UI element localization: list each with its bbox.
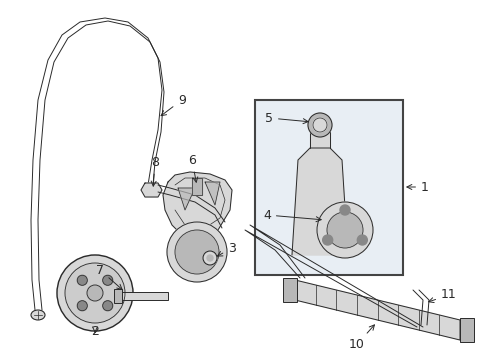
Circle shape	[316, 202, 372, 258]
Polygon shape	[163, 172, 231, 240]
Polygon shape	[204, 182, 220, 205]
Polygon shape	[294, 280, 459, 340]
Circle shape	[326, 212, 362, 248]
Circle shape	[102, 275, 113, 285]
Text: 11: 11	[428, 288, 456, 302]
Circle shape	[339, 205, 349, 215]
Polygon shape	[178, 188, 195, 210]
Text: 6: 6	[188, 153, 197, 182]
Bar	[283, 278, 296, 302]
Text: 4: 4	[263, 208, 321, 222]
Circle shape	[65, 263, 125, 323]
Circle shape	[167, 222, 226, 282]
Bar	[254, 100, 402, 275]
Polygon shape	[291, 148, 347, 255]
Polygon shape	[309, 132, 329, 148]
Circle shape	[203, 251, 217, 265]
Circle shape	[206, 255, 213, 261]
Text: 5: 5	[264, 112, 307, 125]
Circle shape	[357, 235, 366, 245]
Polygon shape	[192, 178, 202, 195]
Bar	[118, 292, 168, 300]
Circle shape	[175, 230, 219, 274]
Text: 9: 9	[161, 94, 185, 116]
Circle shape	[322, 235, 332, 245]
Circle shape	[77, 301, 87, 311]
Circle shape	[57, 255, 133, 331]
Text: 7: 7	[96, 264, 122, 289]
Text: 1: 1	[406, 180, 428, 194]
Bar	[114, 289, 122, 303]
Polygon shape	[141, 183, 162, 197]
Text: 3: 3	[217, 242, 235, 256]
Circle shape	[87, 285, 103, 301]
Text: 8: 8	[151, 156, 159, 186]
Circle shape	[312, 118, 326, 132]
Circle shape	[307, 113, 331, 137]
Text: 10: 10	[348, 325, 374, 351]
Circle shape	[77, 275, 87, 285]
Text: 2: 2	[91, 325, 99, 338]
Bar	[459, 318, 473, 342]
Circle shape	[102, 301, 113, 311]
Ellipse shape	[31, 310, 45, 320]
